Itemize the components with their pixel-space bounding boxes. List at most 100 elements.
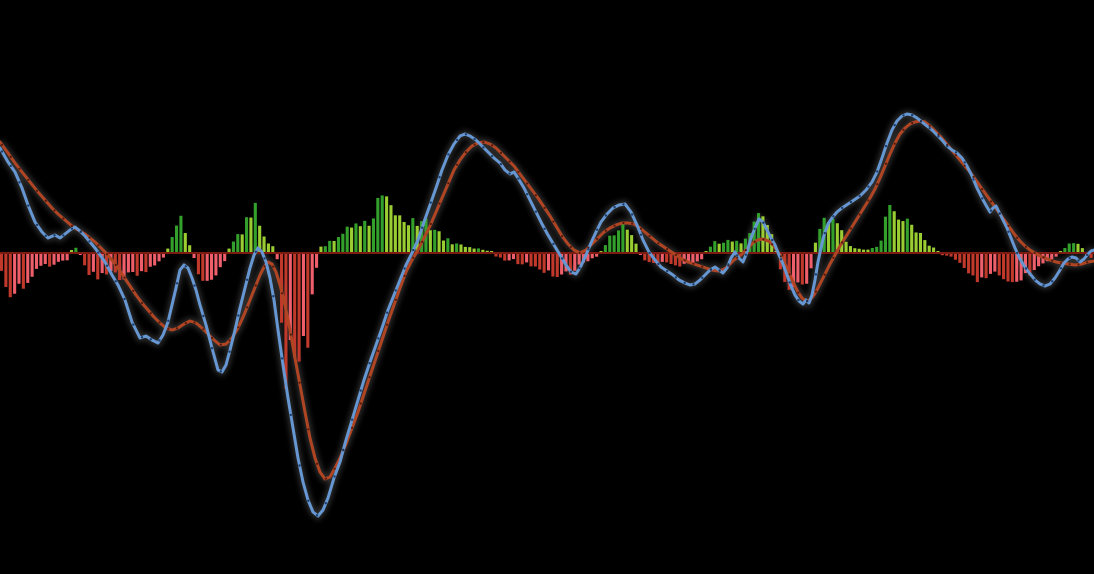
histogram-bar [26, 253, 30, 283]
histogram-bar [354, 223, 358, 253]
histogram-bar [498, 253, 502, 258]
histogram-bar [345, 226, 349, 253]
histogram-bar [848, 246, 852, 253]
histogram-bar [170, 237, 174, 253]
histogram-bar [962, 253, 966, 268]
histogram-bar [608, 235, 612, 253]
histogram-bar [590, 253, 594, 259]
histogram-bar [967, 253, 971, 274]
histogram-bar [691, 253, 695, 263]
histogram-bar [494, 253, 498, 257]
histogram-bar [258, 225, 262, 253]
histogram-bar [555, 253, 559, 278]
histogram-bar [266, 243, 270, 253]
histogram-bar [1028, 253, 1032, 276]
histogram-bar [927, 245, 931, 253]
histogram-bar [446, 238, 450, 253]
histogram-bar [459, 244, 463, 253]
histogram-bar [910, 224, 914, 253]
histogram-bar [660, 253, 664, 262]
histogram-bar [975, 253, 979, 283]
histogram-bar [805, 253, 809, 284]
histogram-bar [708, 246, 712, 253]
histogram-bar [433, 229, 437, 253]
histogram-bar [743, 238, 747, 253]
histogram-bar [507, 253, 511, 261]
histogram-bar [174, 225, 179, 253]
histogram-bar [538, 253, 542, 270]
histogram-bar [148, 253, 152, 267]
histogram-bar [126, 253, 130, 273]
histogram-bar [682, 253, 686, 264]
histogram-bar [533, 253, 537, 267]
histogram-bar [616, 230, 621, 253]
histogram-bar [210, 253, 214, 280]
histogram-bar [118, 253, 122, 280]
histogram-bar [735, 240, 739, 253]
histogram-bar [700, 253, 704, 260]
histogram-bar [988, 253, 993, 274]
histogram-bar [323, 246, 327, 253]
histogram-bar [328, 240, 332, 253]
histogram-bar [560, 253, 564, 275]
histogram-bar [34, 253, 39, 269]
histogram-bar [525, 253, 529, 263]
histogram-bar [450, 244, 454, 253]
histogram-bar [393, 215, 397, 253]
histogram-bar [83, 253, 87, 266]
histogram-bar [901, 221, 905, 253]
histogram-bar [428, 230, 432, 253]
histogram-bar [866, 249, 870, 253]
histogram-bar [1015, 253, 1019, 282]
histogram-bar [385, 196, 389, 253]
histogram-bar [332, 240, 336, 253]
histogram-bar [288, 253, 292, 340]
histogram-bar [455, 243, 459, 253]
histogram-bar [166, 248, 170, 253]
histogram-bar [862, 249, 866, 253]
histogram-bar [275, 253, 279, 260]
histogram-bar [914, 232, 918, 253]
histogram-bar [122, 253, 126, 280]
histogram-bar [196, 253, 200, 275]
histogram-bar [717, 243, 721, 253]
histogram-bar [818, 228, 822, 253]
histogram-bar [643, 253, 647, 261]
histogram-bar [262, 236, 266, 253]
histogram-bar [468, 247, 472, 253]
histogram-bar [463, 246, 467, 253]
histogram-bar [389, 205, 393, 253]
histogram-bar [1037, 253, 1041, 267]
signal-line [0, 119, 1094, 481]
histogram-bar [897, 219, 901, 253]
histogram-bar [65, 253, 69, 261]
histogram-bar [792, 253, 796, 288]
histogram-bar [306, 253, 310, 348]
histogram-bar [214, 253, 218, 276]
histogram-bar [236, 234, 240, 253]
histogram-bar [30, 253, 34, 277]
histogram-bar [630, 235, 634, 253]
histogram-bar [1063, 248, 1067, 253]
histogram-bar [8, 253, 12, 298]
histogram-bar [905, 218, 909, 253]
histogram-bar [516, 253, 520, 265]
histogram-bar [573, 253, 577, 271]
histogram-bar [577, 253, 581, 265]
histogram-bar [647, 253, 651, 263]
histogram-bar [231, 241, 235, 253]
histogram-bar [713, 241, 717, 253]
histogram-bar [752, 221, 756, 253]
histogram-bar [139, 253, 144, 272]
histogram-bar [437, 231, 441, 253]
histogram-bar [586, 253, 590, 262]
histogram-bar [678, 253, 682, 267]
histogram-bar [476, 248, 481, 253]
line-halo [0, 110, 1094, 521]
histogram-bar [315, 253, 319, 268]
histogram-bar [813, 242, 817, 253]
histogram-bar [301, 253, 305, 337]
histogram-bar [669, 253, 673, 264]
